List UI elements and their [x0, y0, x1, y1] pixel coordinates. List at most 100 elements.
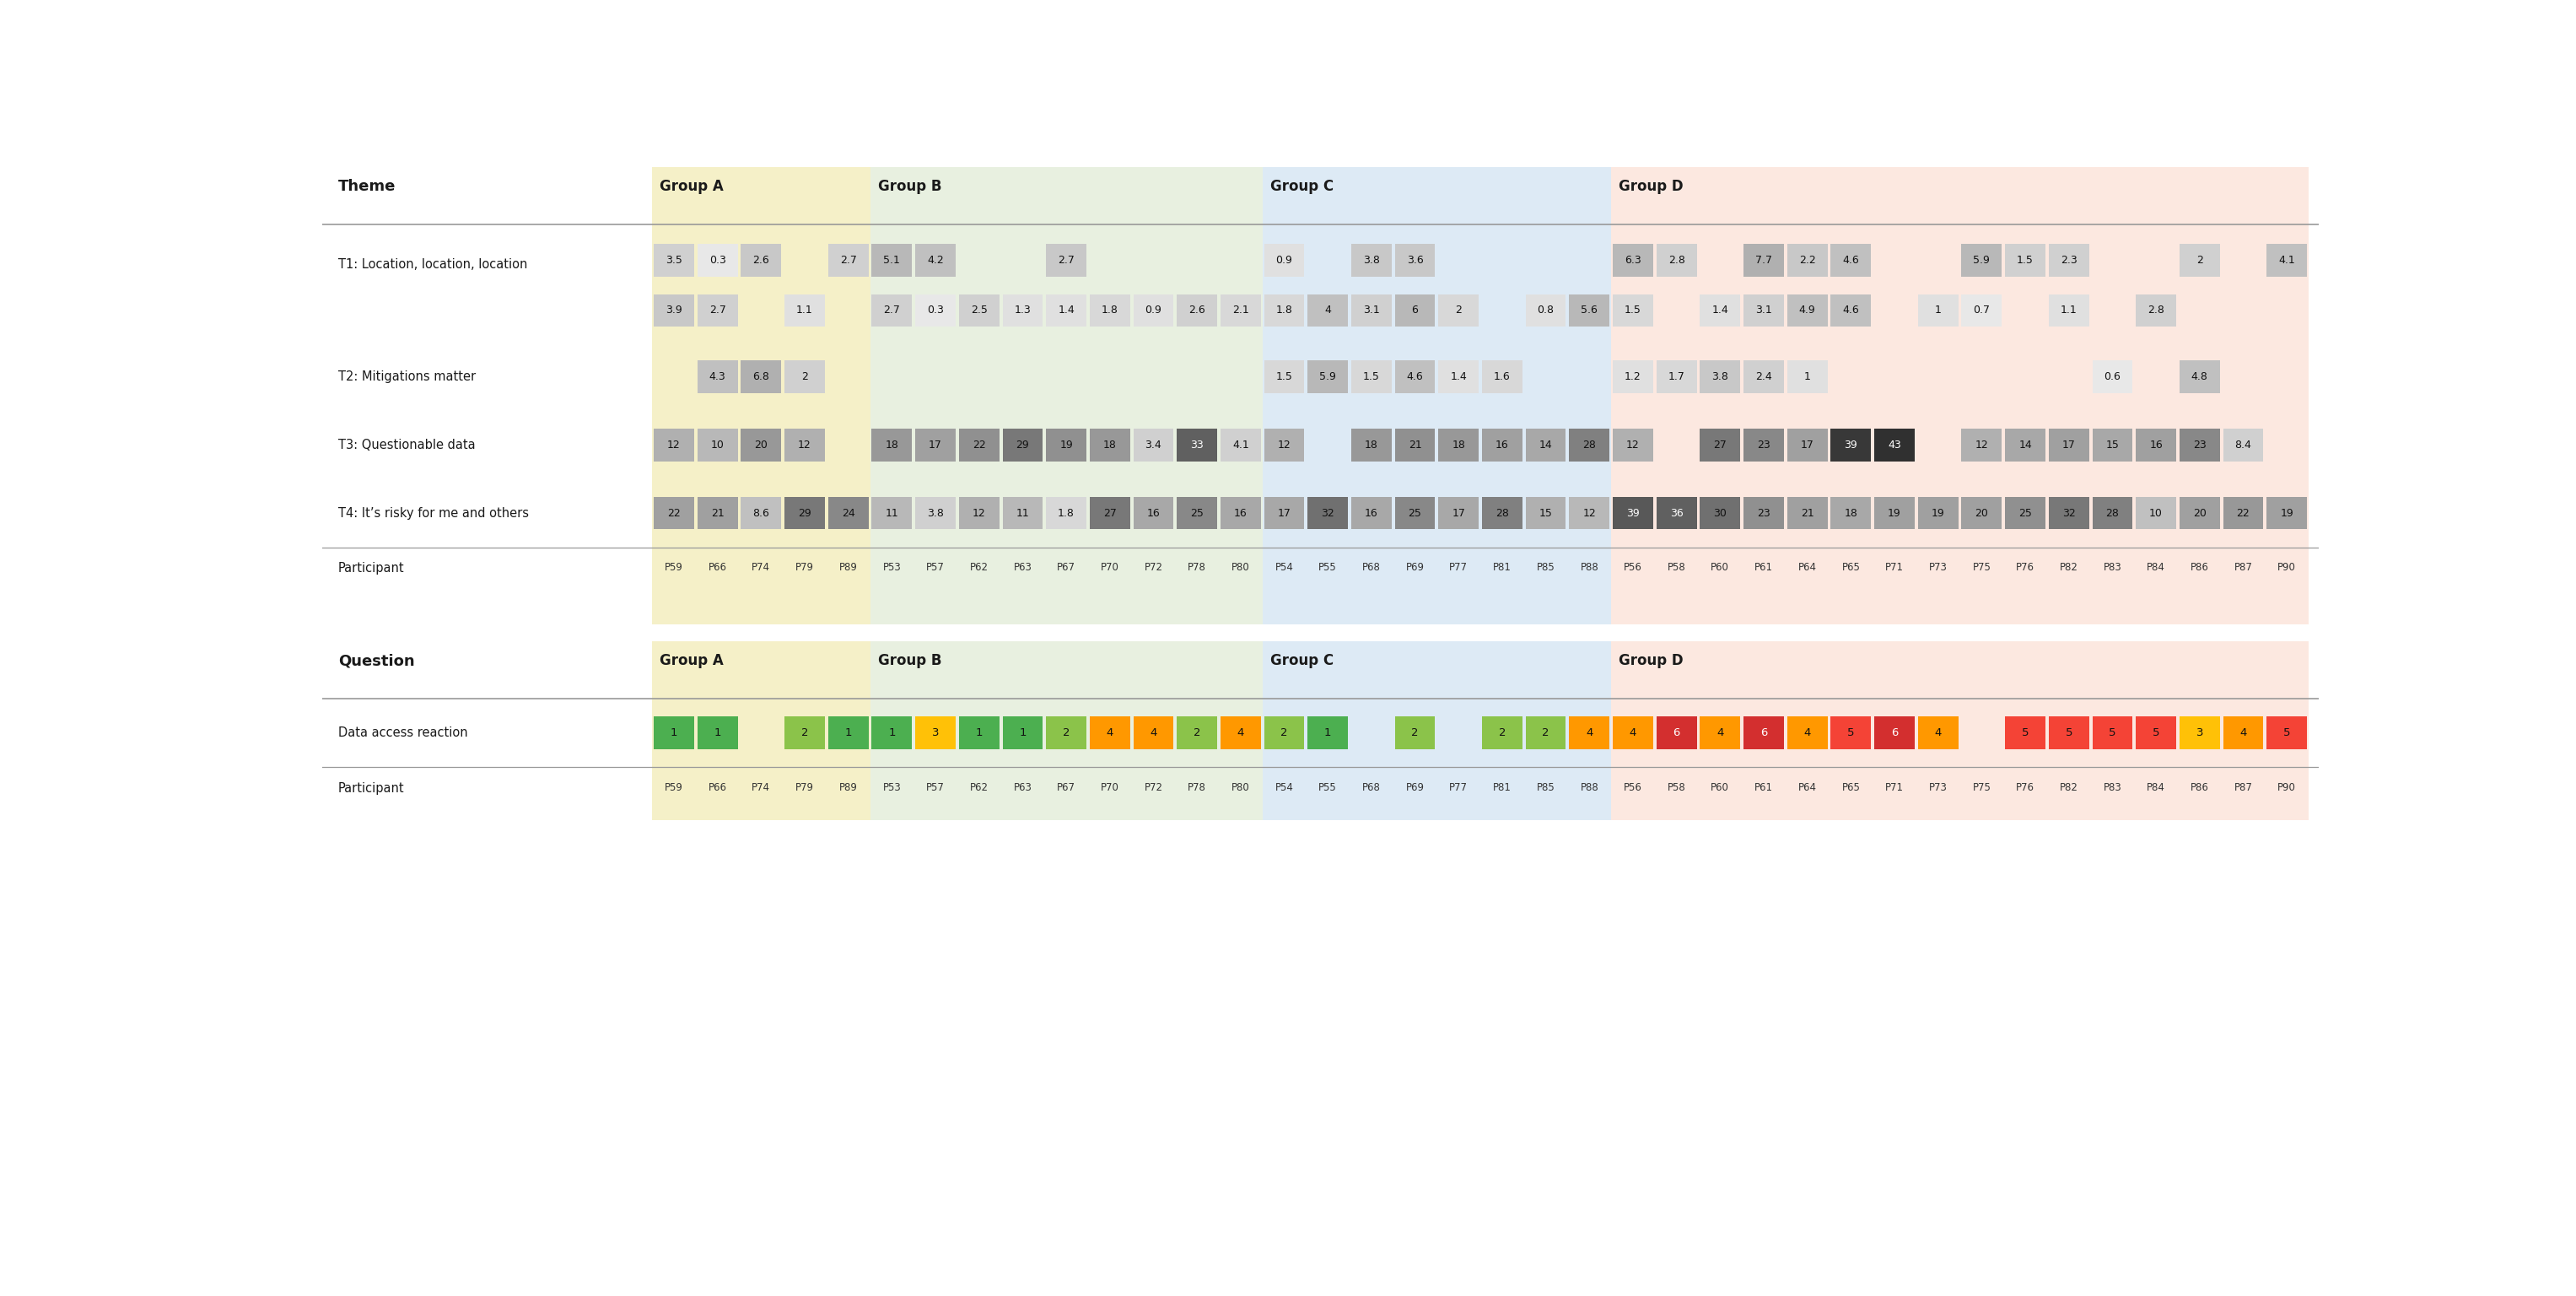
Text: 5: 5: [2282, 727, 2290, 739]
Bar: [2004, 244, 2045, 276]
Bar: [1613, 244, 1654, 276]
Text: 19: 19: [1888, 508, 1901, 518]
Bar: [1437, 294, 1479, 327]
Text: 5: 5: [2154, 727, 2159, 739]
Text: 2.8: 2.8: [2148, 305, 2164, 316]
Bar: [1177, 294, 1218, 327]
Text: 3.8: 3.8: [1710, 371, 1728, 382]
Bar: [654, 496, 693, 529]
Bar: [1133, 429, 1175, 461]
Bar: [786, 294, 824, 327]
Text: P89: P89: [840, 562, 858, 573]
Bar: [1265, 294, 1303, 327]
Bar: [1656, 244, 1698, 276]
Text: 4: 4: [1324, 305, 1332, 316]
Bar: [654, 244, 693, 276]
Text: 29: 29: [799, 508, 811, 518]
Bar: [914, 429, 956, 461]
Text: 2: 2: [1455, 305, 1463, 316]
Bar: [2267, 496, 2308, 529]
Bar: [958, 294, 999, 327]
Text: P71: P71: [1886, 562, 1904, 573]
Text: 2.7: 2.7: [1059, 255, 1074, 266]
Text: P78: P78: [1188, 562, 1206, 573]
Text: 12: 12: [1278, 439, 1291, 451]
Bar: [1046, 496, 1087, 529]
Text: 4.6: 4.6: [1842, 255, 1860, 266]
Text: 5: 5: [2066, 727, 2074, 739]
Bar: [1090, 429, 1131, 461]
Text: 12: 12: [1625, 439, 1638, 451]
Text: 1.2: 1.2: [1625, 371, 1641, 382]
Bar: [1352, 244, 1391, 276]
Bar: [871, 167, 1262, 625]
Text: P90: P90: [2277, 781, 2295, 793]
Text: 4: 4: [1587, 727, 1592, 739]
Text: 4: 4: [1803, 727, 1811, 739]
Text: 0.3: 0.3: [708, 255, 726, 266]
Bar: [2223, 429, 2264, 461]
Text: P88: P88: [1579, 562, 1600, 573]
Text: P79: P79: [796, 781, 814, 793]
Bar: [1656, 496, 1698, 529]
Bar: [871, 642, 1262, 820]
Text: 5.6: 5.6: [1582, 305, 1597, 316]
Bar: [1525, 294, 1566, 327]
Text: Group A: Group A: [659, 179, 724, 194]
Bar: [1002, 717, 1043, 749]
Text: P85: P85: [1535, 562, 1556, 573]
Bar: [654, 717, 693, 749]
Text: Data access reaction: Data access reaction: [337, 727, 469, 739]
Text: 22: 22: [2236, 508, 2249, 518]
Bar: [1919, 717, 1958, 749]
Bar: [1265, 717, 1303, 749]
Bar: [1177, 717, 1218, 749]
Text: 39: 39: [1625, 508, 1638, 518]
Bar: [1788, 496, 1826, 529]
Bar: [2136, 496, 2177, 529]
Text: P65: P65: [1842, 562, 1860, 573]
Text: 2.4: 2.4: [1754, 371, 1772, 382]
Text: 22: 22: [971, 439, 987, 451]
Text: 1.8: 1.8: [1103, 305, 1118, 316]
Text: P82: P82: [2061, 562, 2079, 573]
Text: 20: 20: [1976, 508, 1989, 518]
Text: P60: P60: [1710, 562, 1728, 573]
Text: P69: P69: [1406, 562, 1425, 573]
Bar: [1309, 717, 1347, 749]
Bar: [1613, 717, 1654, 749]
Bar: [1265, 360, 1303, 393]
Text: P82: P82: [2061, 781, 2079, 793]
Bar: [1656, 360, 1698, 393]
Text: 2.6: 2.6: [752, 255, 770, 266]
Text: 18: 18: [1844, 508, 1857, 518]
Bar: [1744, 717, 1783, 749]
Bar: [1309, 496, 1347, 529]
Text: P70: P70: [1100, 781, 1118, 793]
Text: 17: 17: [1453, 508, 1466, 518]
Text: 2: 2: [801, 727, 809, 739]
Bar: [1394, 360, 1435, 393]
Text: P72: P72: [1144, 781, 1162, 793]
Bar: [1832, 429, 1870, 461]
Text: P58: P58: [1667, 781, 1685, 793]
Bar: [1352, 496, 1391, 529]
Text: P88: P88: [1579, 781, 1600, 793]
Text: P70: P70: [1100, 562, 1118, 573]
Bar: [1744, 294, 1783, 327]
Text: 1.1: 1.1: [2061, 305, 2076, 316]
Text: P86: P86: [2190, 781, 2208, 793]
Text: 18: 18: [1103, 439, 1115, 451]
Text: 43: 43: [1888, 439, 1901, 451]
Text: 21: 21: [1409, 439, 1422, 451]
Bar: [1744, 429, 1783, 461]
Text: P77: P77: [1450, 781, 1468, 793]
Bar: [1875, 429, 1914, 461]
Text: 28: 28: [2105, 508, 2120, 518]
Text: 6: 6: [1412, 305, 1419, 316]
Text: 1.5: 1.5: [1363, 371, 1381, 382]
Bar: [914, 496, 956, 529]
Bar: [871, 294, 912, 327]
Bar: [1481, 429, 1522, 461]
Text: P77: P77: [1450, 562, 1468, 573]
